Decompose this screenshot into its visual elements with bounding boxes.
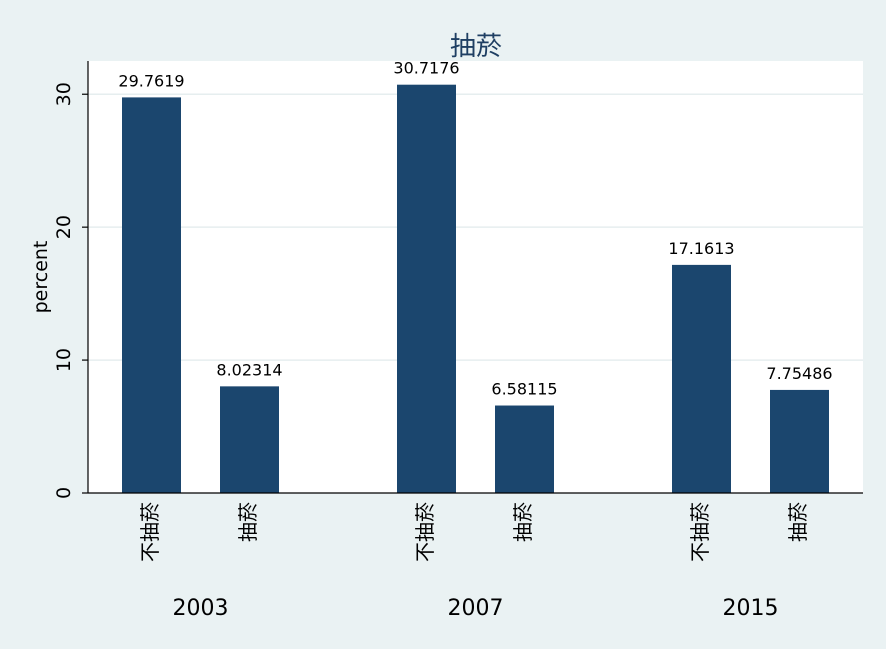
group-label: 2003 bbox=[173, 596, 229, 621]
group-label: 2015 bbox=[723, 596, 779, 621]
data-label: 7.75486 bbox=[766, 364, 832, 383]
y-ticks: 0 10 20 30 bbox=[53, 82, 88, 499]
y-tick-label: 20 bbox=[53, 215, 75, 239]
bar bbox=[397, 84, 456, 494]
category-label: 不抽菸 bbox=[138, 502, 162, 562]
category-label: 抽菸 bbox=[786, 502, 810, 542]
data-label: 30.7176 bbox=[393, 59, 459, 78]
category-label: 抽菸 bbox=[236, 502, 260, 542]
category-label: 不抽菸 bbox=[688, 502, 712, 562]
plot-area bbox=[88, 61, 863, 493]
chart-title: 抽菸 bbox=[450, 32, 502, 62]
bar bbox=[122, 97, 181, 494]
group-label: 2007 bbox=[448, 596, 504, 621]
bars bbox=[122, 84, 829, 494]
bar bbox=[770, 389, 829, 493]
data-label: 29.7619 bbox=[118, 71, 184, 90]
y-tick-label: 30 bbox=[53, 82, 75, 106]
data-label: 8.02314 bbox=[216, 360, 282, 379]
bar bbox=[495, 405, 554, 493]
axes bbox=[87, 61, 863, 494]
data-label: 17.1613 bbox=[668, 239, 734, 258]
gridlines bbox=[88, 93, 863, 361]
category-label: 不抽菸 bbox=[413, 502, 437, 562]
category-label: 抽菸 bbox=[511, 502, 535, 542]
group-labels: 2003 2007 2015 bbox=[173, 596, 779, 621]
data-label: 6.58115 bbox=[491, 380, 557, 399]
category-labels: 不抽菸 抽菸 不抽菸 抽菸 不抽菸 抽菸 bbox=[138, 502, 810, 562]
y-tick-label: 10 bbox=[53, 348, 75, 372]
y-axis-label: percent bbox=[30, 241, 52, 314]
bar bbox=[220, 386, 279, 493]
data-labels: 29.7619 8.02314 30.7176 6.58115 17.1613 7.754… bbox=[118, 59, 832, 399]
bar bbox=[672, 264, 731, 493]
y-tick-label: 0 bbox=[53, 487, 75, 499]
